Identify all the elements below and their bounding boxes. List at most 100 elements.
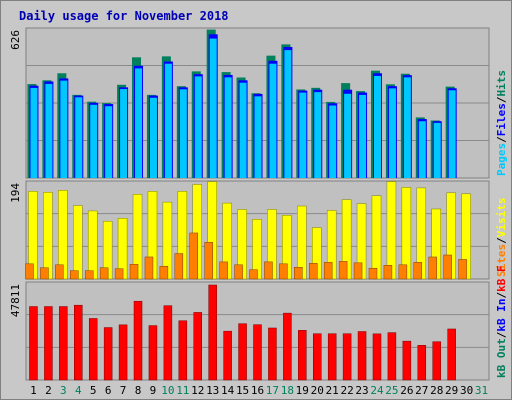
bar-sites xyxy=(159,266,169,280)
legend-text: kB Out/kB In/kB F xyxy=(495,265,508,378)
bar-visits xyxy=(371,195,382,280)
bar-sites xyxy=(398,264,408,280)
bar-visits xyxy=(43,192,53,280)
bar-kbytes xyxy=(44,306,53,381)
bar-pages xyxy=(403,77,411,178)
bar-pages xyxy=(149,97,157,178)
y-max-label: 626 xyxy=(9,30,22,50)
x-tick-label: 5 xyxy=(90,384,97,397)
bar-kbytes xyxy=(432,341,441,381)
bar-kbytes xyxy=(193,312,203,381)
x-tick-label: 13 xyxy=(206,384,219,397)
bar-sites xyxy=(204,242,213,280)
bar-pages xyxy=(254,96,262,178)
bar-pages xyxy=(344,93,352,178)
x-tick-label: 11 xyxy=(176,384,189,397)
bar-sites xyxy=(443,254,452,280)
x-tick-label: 7 xyxy=(120,384,127,397)
bar-sites xyxy=(279,263,288,280)
bar-pages xyxy=(299,92,307,178)
x-tick-label: 12 xyxy=(191,384,204,397)
x-tick-label: 4 xyxy=(75,384,82,397)
bar-kbytes xyxy=(447,328,456,381)
bar-sites xyxy=(84,270,94,280)
legend-entry: / xyxy=(495,136,508,143)
bar-sites xyxy=(174,253,184,280)
x-tick-label: 1 xyxy=(30,384,37,397)
bar-sites xyxy=(338,261,348,280)
bar-pages xyxy=(239,82,247,178)
x-tick-label: 26 xyxy=(400,384,413,397)
x-tick-label: 8 xyxy=(135,384,142,397)
bar-pages xyxy=(135,68,143,178)
bar-sites xyxy=(144,256,154,280)
x-tick-label: 27 xyxy=(415,384,428,397)
legend-text: Sites/Visits xyxy=(495,198,508,278)
legend-entry: Sites xyxy=(495,244,508,277)
bar-kbytes xyxy=(327,333,337,381)
legend-entry: kB In xyxy=(495,299,508,332)
bar-pages xyxy=(90,104,98,178)
bar-pages xyxy=(448,90,456,178)
bar-kbytes xyxy=(372,333,382,381)
bar-pages xyxy=(60,80,68,178)
x-tick-label: 25 xyxy=(385,384,398,397)
bar-pages xyxy=(388,88,396,178)
panel-visits-sites: 194 Sites/Visits xyxy=(9,180,508,280)
bar-sites xyxy=(114,268,124,280)
bar-sites xyxy=(40,267,49,280)
x-tick-label: 31 xyxy=(475,384,488,397)
x-tick-label: 3 xyxy=(60,384,67,397)
x-tick-label: 28 xyxy=(430,384,443,397)
bar-kbytes xyxy=(283,312,292,381)
x-tick-label: 9 xyxy=(150,384,157,397)
x-tick-label: 6 xyxy=(105,384,112,397)
x-tick-label: 19 xyxy=(296,384,309,397)
bar-kbytes xyxy=(312,333,322,381)
bar-pages xyxy=(120,89,128,178)
bar-pages xyxy=(224,77,232,178)
bar-kbytes xyxy=(417,345,427,381)
legend-text: Pages/Files/Hits xyxy=(495,70,508,176)
bar-kbytes xyxy=(118,324,128,381)
bar-sites xyxy=(458,259,467,280)
x-axis-labels: 1 2 3 4 5 6 7 8 9 10 11 12 13 14 15 16 17 18 19 20 21 22 23 24 2… xyxy=(30,384,488,397)
bar-pages xyxy=(75,97,83,178)
x-tick-label: 2 xyxy=(45,384,52,397)
bar-kbytes xyxy=(74,304,83,381)
bar-sites xyxy=(249,269,258,280)
legend-entry: Files xyxy=(495,103,508,136)
bar-visits xyxy=(386,181,397,280)
bar-pages xyxy=(194,76,202,178)
bar-sites xyxy=(25,263,34,280)
bar-kbytes xyxy=(208,284,217,381)
x-tick-label: 14 xyxy=(221,384,235,397)
bar-kbytes xyxy=(223,330,232,381)
bar-sites xyxy=(383,265,393,280)
bar-sites xyxy=(323,262,333,280)
legend-entry: kB Out xyxy=(495,338,508,378)
bar-visits xyxy=(87,210,98,280)
bar-kbytes xyxy=(88,318,98,381)
bar-sites xyxy=(70,270,79,280)
bar-sites xyxy=(234,264,243,280)
bar-kbytes xyxy=(133,300,143,381)
bar-pages xyxy=(359,94,367,178)
x-tick-label: 18 xyxy=(281,384,294,397)
bar-kbytes xyxy=(178,320,188,381)
x-tick-label: 23 xyxy=(355,384,368,397)
bar-kbytes xyxy=(103,327,113,381)
bar-visits xyxy=(73,205,83,280)
bar-kbytes xyxy=(148,325,158,381)
bar-kbytes xyxy=(238,323,247,381)
y-max-label: 194 xyxy=(9,183,22,203)
x-tick-label: 17 xyxy=(266,384,279,397)
panel-hits-files-pages: 626 Pages/Files/Hits xyxy=(9,27,508,179)
bar-sites xyxy=(55,264,64,280)
bar-kbytes xyxy=(387,332,397,381)
bar-kbytes xyxy=(253,324,262,381)
bar-kbytes xyxy=(29,306,38,381)
bar-pages xyxy=(164,63,172,178)
x-tick-label: 21 xyxy=(326,384,339,397)
bar-pages xyxy=(179,89,187,178)
